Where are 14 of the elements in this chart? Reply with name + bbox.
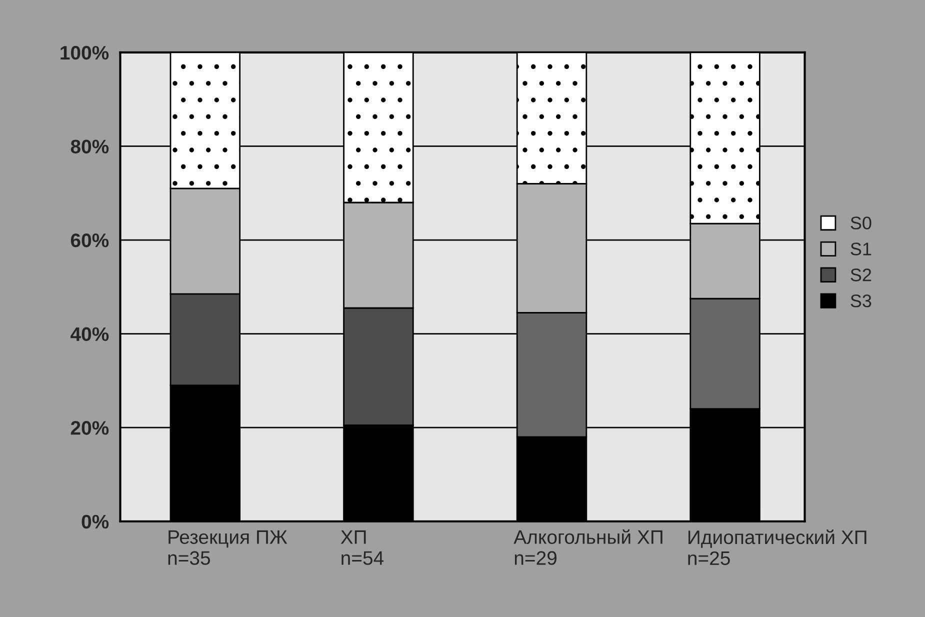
y-tick-label: 60% [70,233,109,248]
legend-label: S3 [850,294,872,308]
y-tick-label: 40% [70,327,109,342]
y-tick-label: 80% [70,140,109,154]
x-tick-label: Алкогольный ХП n=29 [514,529,662,565]
x-tick-label: Резекция ПЖ n=35 [168,530,288,565]
legend-label: S2 [850,268,872,282]
x-tick-label: ХП n=54 [340,530,384,565]
legend-label: S0 [850,216,872,230]
legend-label: S1 [850,242,872,256]
y-tick-label: 20% [70,421,109,435]
x-tick-label: Идиопатический ХП n=25 [688,530,866,566]
y-tick-label: 100% [60,46,109,60]
y-tick-label: 0% [82,514,109,529]
